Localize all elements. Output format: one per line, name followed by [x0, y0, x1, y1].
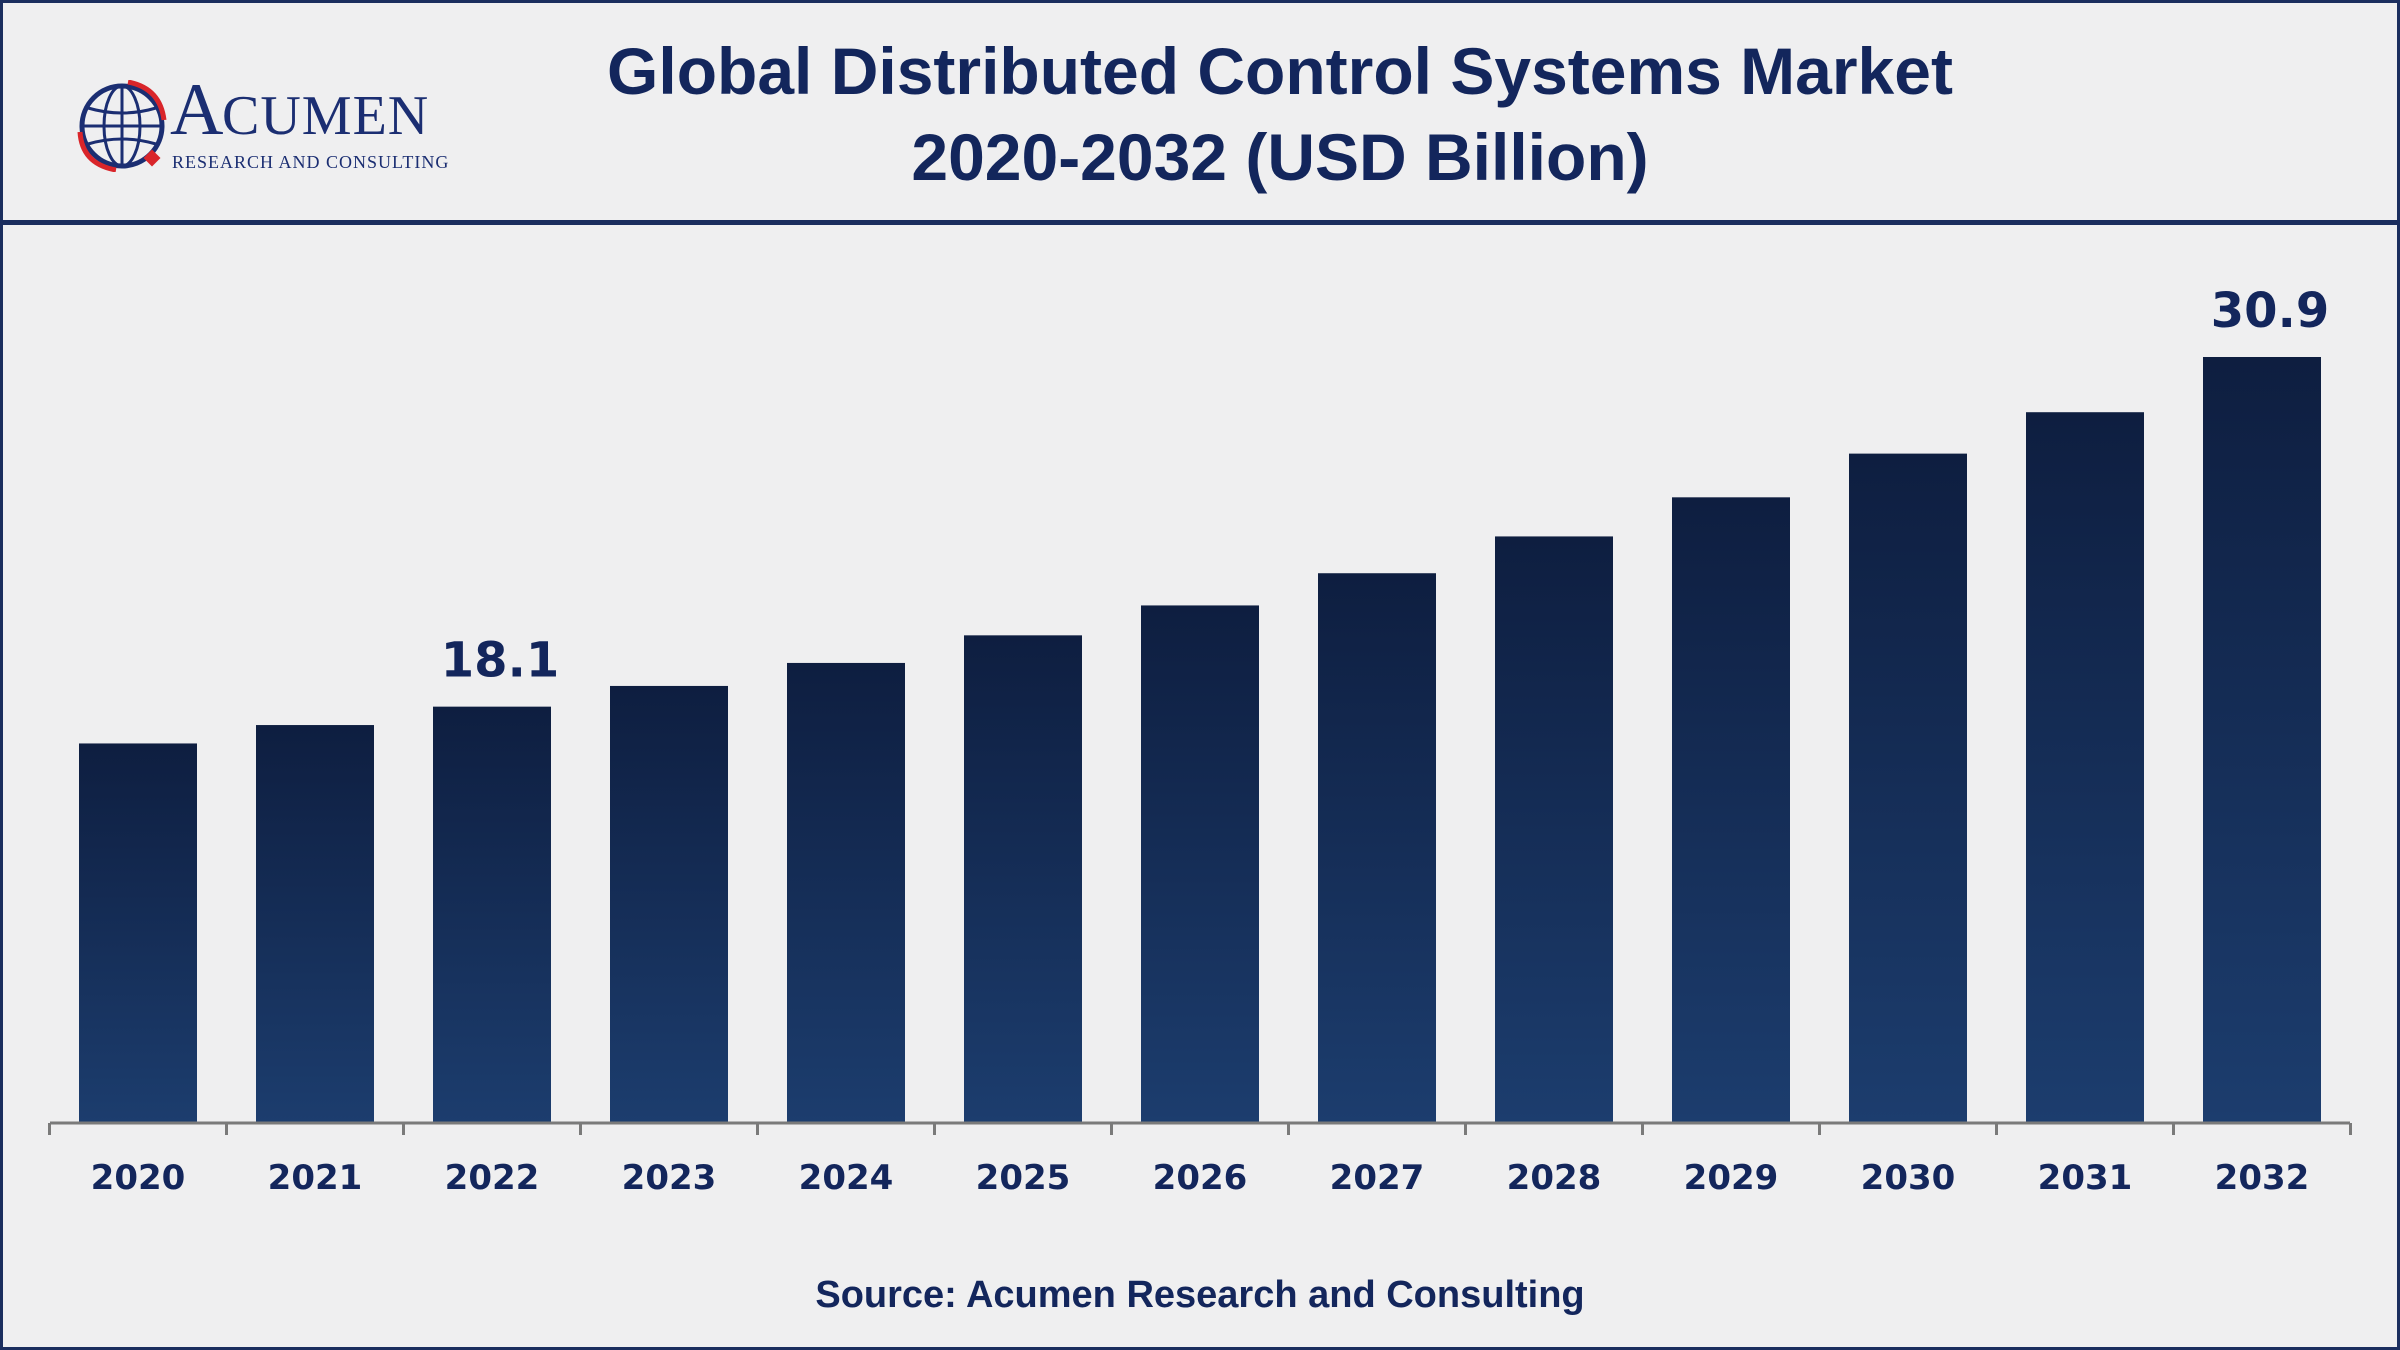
bar-2030 [1849, 453, 1967, 1123]
svg-text:A: A [170, 72, 224, 151]
data-labels-group: 18.1 30.9 [441, 283, 2329, 689]
x-tick-label-2020: 2020 [91, 1158, 186, 1198]
logo-wordmark-graphic: A CUMEN [170, 69, 429, 151]
x-tick-label-2026: 2026 [1153, 1158, 1248, 1198]
bars-group [79, 357, 2321, 1123]
x-tick-label-2029: 2029 [1684, 1158, 1779, 1198]
bar-2027 [1318, 573, 1436, 1123]
bar-2029 [1672, 497, 1790, 1123]
bar-2032 [2203, 357, 2321, 1123]
x-tick-label-2032: 2032 [2215, 1158, 2310, 1198]
bar-2021 [256, 725, 374, 1123]
bar-2020 [79, 743, 197, 1123]
x-tick-label-2024: 2024 [799, 1158, 894, 1198]
x-tick-label-2031: 2031 [2038, 1158, 2133, 1198]
source-note: Source: Acumen Research and Consulting [815, 1274, 1585, 1316]
logo-tagline-graphic: RESEARCH AND CONSULTING [172, 152, 449, 172]
globe-icon [77, 80, 167, 172]
title-line-1: Global Distributed Control Systems Marke… [607, 34, 1953, 108]
x-tick-label-2025: 2025 [976, 1158, 1071, 1198]
header-divider [0, 220, 2400, 225]
title-line-2: 2020-2032 (USD Billion) [911, 120, 1649, 194]
x-tick-label-2021: 2021 [268, 1158, 363, 1198]
x-tick-label-2027: 2027 [1330, 1158, 1425, 1198]
logo-wordmark: A CUMEN [170, 69, 500, 170]
data-label-2022: 18.1 [441, 633, 559, 689]
x-tick-label-2023: 2023 [622, 1158, 717, 1198]
svg-text:RESEARCH AND CONSULTING: RESEARCH AND CONSULTING [172, 152, 449, 172]
bar-2028 [1495, 536, 1613, 1123]
acumen-logo: A CUMEN RESEARCH AND CONSULTING [76, 69, 476, 180]
bar-2025 [964, 635, 1082, 1123]
x-axis: 2020 2021 2022 2023 2024 2025 2026 2027 2028 2029… [48, 1121, 2352, 1198]
svg-text:CUMEN: CUMEN [222, 85, 429, 147]
bar-2023 [610, 685, 728, 1123]
chart-title: Global Distributed Control Systems Marke… [430, 28, 2130, 200]
data-label-2032: 30.9 [2211, 283, 2329, 339]
x-tick-label-2022: 2022 [445, 1158, 540, 1198]
bar-2026 [1141, 605, 1259, 1123]
bar-2022 [433, 706, 551, 1123]
bar-2024 [787, 662, 905, 1123]
x-tick-label-2028: 2028 [1507, 1158, 1602, 1198]
logo-tagline: RESEARCH AND CONSULTING [172, 150, 482, 179]
x-tick-label-2030: 2030 [1861, 1158, 1956, 1198]
bar-2031 [2026, 412, 2144, 1123]
